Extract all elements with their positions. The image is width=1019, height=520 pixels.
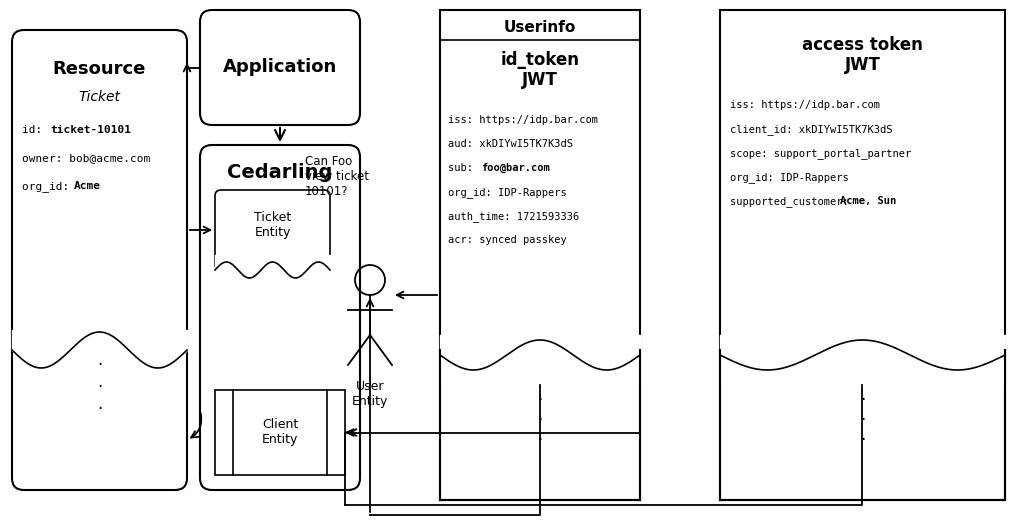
Text: Ticket: Ticket [78,90,120,104]
Text: Can Foo
view ticket
10101?: Can Foo view ticket 10101? [305,155,369,198]
Text: sub:: sub: [447,163,479,173]
Text: .: . [859,426,864,444]
Bar [215,390,344,475]
FancyBboxPatch shape [200,10,360,125]
Text: owner: bob@acme.com: owner: bob@acme.com [22,153,150,163]
Text: .: . [97,351,102,369]
Text: .: . [537,406,542,424]
Text: ticket-10101: ticket-10101 [50,125,130,135]
Text: .: . [97,373,102,391]
Text: foo@bar.com: foo@bar.com [481,163,549,173]
Text: org_id: IDP-Rappers: org_id: IDP-Rappers [730,172,848,183]
Bar [439,10,639,500]
Text: Ticket
Entity: Ticket Entity [254,211,290,239]
Bar [719,10,1004,500]
Text: org_id:: org_id: [22,181,76,192]
Text: Acme, Sun: Acme, Sun [840,196,896,206]
Text: .: . [537,386,542,404]
FancyBboxPatch shape [215,190,330,270]
Text: iss: https://idp.bar.com: iss: https://idp.bar.com [730,100,879,110]
Text: access token
JWT: access token JWT [801,35,922,74]
Text: Acme: Acme [74,181,101,191]
Text: acr: synced passkey: acr: synced passkey [447,235,567,245]
Text: iss: https://idp.bar.com: iss: https://idp.bar.com [447,115,597,125]
Text: scope: support_portal_partner: scope: support_portal_partner [730,148,910,159]
Text: .: . [859,406,864,424]
Text: Application: Application [223,58,337,76]
Text: id_token
JWT: id_token JWT [500,50,579,89]
Text: Resource: Resource [53,60,146,78]
Text: .: . [97,395,102,413]
Text: auth_time: 1721593336: auth_time: 1721593336 [447,211,579,222]
FancyBboxPatch shape [200,145,360,490]
Text: Userinfo: Userinfo [503,20,576,35]
Text: org_id: IDP-Rappers: org_id: IDP-Rappers [447,187,567,198]
Text: Cedarling: Cedarling [227,163,332,183]
Text: Client
Entity: Client Entity [262,419,298,447]
Text: User
Entity: User Entity [352,380,388,408]
Text: .: . [859,386,864,404]
Text: id:: id: [22,125,49,135]
Text: aud: xkDIYwI5TK7K3dS: aud: xkDIYwI5TK7K3dS [447,139,573,149]
FancyBboxPatch shape [12,30,186,490]
Text: supported_customer:: supported_customer: [730,196,854,207]
Text: client_id: xkDIYwI5TK7K3dS: client_id: xkDIYwI5TK7K3dS [730,124,892,135]
Text: .: . [537,426,542,444]
FancyArrowPatch shape [191,413,201,437]
